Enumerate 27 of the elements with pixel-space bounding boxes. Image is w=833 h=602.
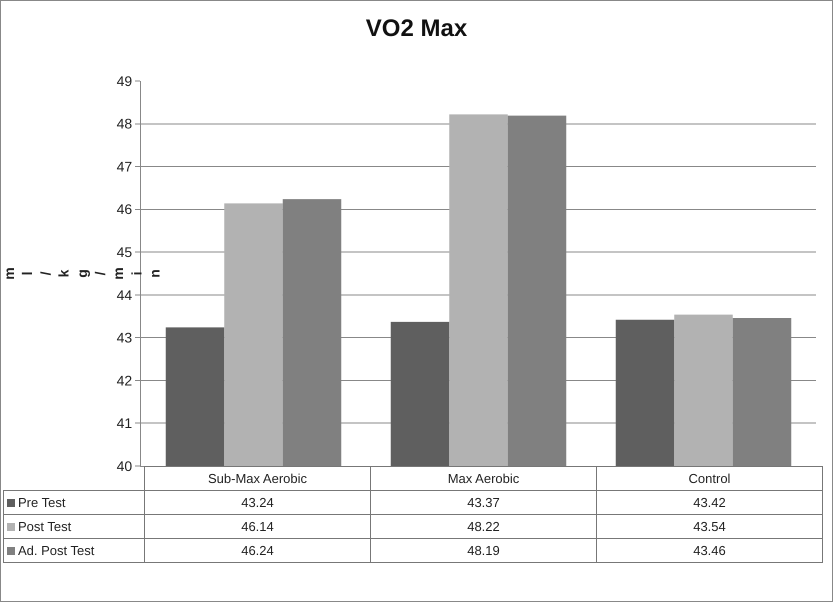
y-tick-label: 48 <box>116 116 132 132</box>
data-label: 43.37 <box>370 490 596 514</box>
text: ml/kg/min <box>1 267 163 280</box>
x-tick-label: Control <box>596 466 822 490</box>
y-tick-label: 41 <box>116 415 132 432</box>
y-tick-label: 43 <box>116 330 132 346</box>
chart-title: VO2 Max <box>366 14 468 42</box>
y-tick-label: 40 <box>116 458 132 474</box>
y-tick-label: 42 <box>116 372 132 388</box>
y-tick-label: 49 <box>116 72 132 89</box>
y-tick-label: 45 <box>116 244 132 260</box>
legend-label: Post Test <box>18 519 72 534</box>
data-label: 46.24 <box>144 538 370 562</box>
data-label: 43.24 <box>144 490 370 514</box>
data-label: 43.46 <box>596 538 822 562</box>
data-label: 43.54 <box>596 514 822 538</box>
y-tick-label: 46 <box>116 201 132 218</box>
legend-label: Ad. Post Test <box>18 543 94 558</box>
x-tick-label: Max Aerobic <box>370 466 596 490</box>
data-label: 48.22 <box>370 514 596 538</box>
data-label: 43.42 <box>596 490 822 514</box>
x-tick-label: Sub-Max Aerobic <box>144 466 370 490</box>
data-label: 46.14 <box>144 514 370 538</box>
y-tick-label: 44 <box>116 286 132 303</box>
y-tick-label: 47 <box>116 158 132 174</box>
data-label: 48.19 <box>370 538 596 562</box>
legend-label: Pre Test <box>18 495 66 510</box>
